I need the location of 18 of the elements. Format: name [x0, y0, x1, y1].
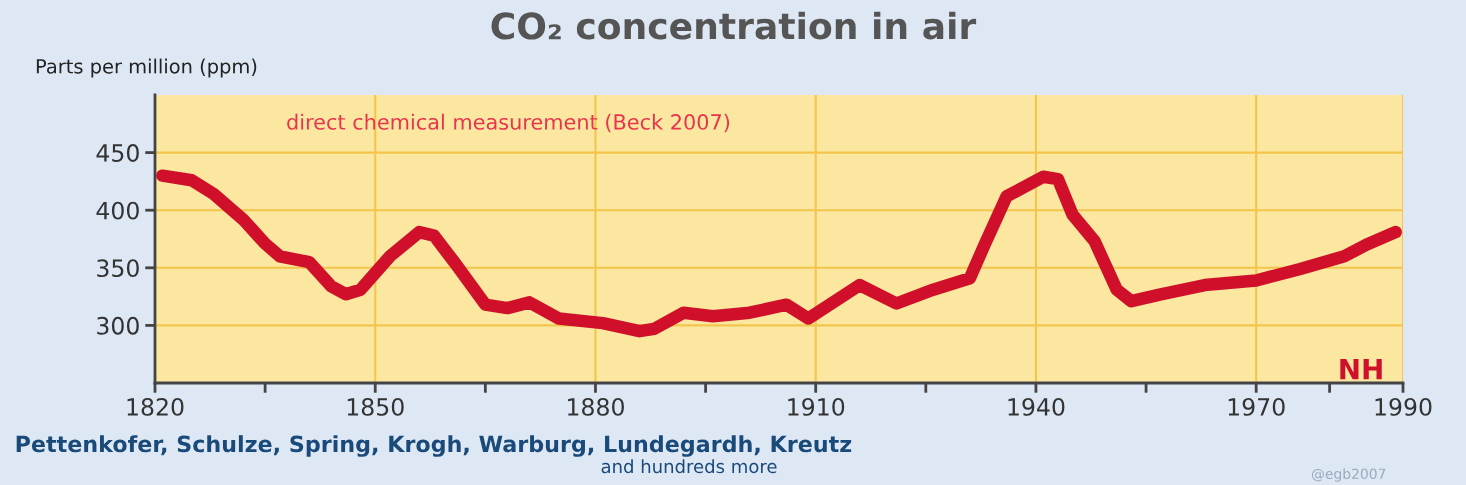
chart-title: CO₂ concentration in air — [491, 11, 977, 40]
x-tick-label: 1820 — [127, 398, 184, 416]
y-axis-title: Parts per million (ppm) — [36, 58, 257, 78]
x-tick-label: 1940 — [1008, 398, 1065, 416]
y-tick-label: 350 — [97, 259, 139, 278]
x-tick-label: 1970 — [1228, 398, 1285, 416]
y-tick-label: 300 — [97, 316, 139, 335]
text: and hundreds more — [601, 459, 777, 474]
x-tick-label: 1880 — [568, 398, 624, 416]
x-tick-label: 1990 — [1375, 398, 1432, 416]
text: @egb2007 — [1311, 468, 1386, 482]
x-tick-label: 1910 — [788, 398, 845, 416]
x-tick-label: 1850 — [347, 398, 404, 416]
annotation: direct chemical measurement (Beck 2007) — [287, 113, 730, 133]
y-tick-label: 450 — [96, 144, 139, 162]
y-tick-label: 400 — [96, 201, 139, 220]
text: Pettenkofer, Schulze, Spring, Krogh, Warburg, Lundegardh, Kreutz — [16, 435, 852, 457]
annotation: NH — [1340, 358, 1382, 380]
